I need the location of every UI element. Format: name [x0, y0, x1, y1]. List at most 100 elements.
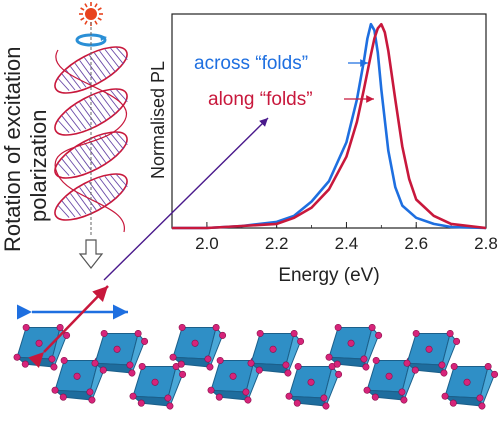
atom [219, 331, 227, 339]
atom [134, 329, 142, 337]
atom [463, 378, 471, 386]
octahedron [169, 323, 227, 371]
atom [177, 360, 185, 368]
atom [169, 353, 177, 361]
atom [255, 366, 263, 374]
side-label: Rotation of excitation polarization [0, 47, 51, 252]
atom [375, 331, 383, 339]
atom [151, 378, 159, 386]
atom [191, 339, 199, 347]
atom [484, 362, 492, 370]
atom [453, 337, 461, 345]
x-tick-label: 2.8 [474, 234, 498, 253]
atom [166, 402, 174, 410]
atom [285, 392, 293, 400]
atom [129, 392, 137, 400]
atom [137, 399, 145, 407]
atom [88, 396, 96, 404]
atom [204, 355, 212, 363]
atom [412, 329, 420, 337]
atom [450, 362, 458, 370]
atom [440, 369, 448, 377]
series-line-along [172, 22, 487, 230]
atom [73, 372, 81, 380]
atom [244, 396, 252, 404]
atom [362, 363, 370, 371]
atom [476, 394, 484, 402]
atom [438, 361, 446, 369]
octahedron [441, 362, 499, 410]
x-tick-label: 2.4 [335, 234, 359, 253]
atom [403, 359, 411, 367]
side-label-line1: Rotation of excitation [0, 47, 25, 252]
rotation-arrow-icon [75, 33, 107, 47]
helix-loop [54, 173, 128, 221]
x-tick-label: 2.2 [265, 234, 289, 253]
atom [360, 355, 368, 363]
atom [206, 363, 214, 371]
octahedron [403, 329, 461, 377]
atom [128, 369, 136, 377]
atom [138, 362, 146, 370]
atom [478, 402, 486, 410]
atom [126, 361, 134, 369]
atom [86, 388, 94, 396]
atom [215, 393, 223, 401]
atom [334, 323, 342, 331]
atom [164, 394, 172, 402]
octahedron [129, 362, 187, 410]
atom [320, 394, 328, 402]
helix-loop [54, 131, 128, 179]
atom [13, 353, 21, 361]
atom [491, 370, 499, 378]
atom [411, 366, 419, 374]
atom [179, 370, 187, 378]
atom [51, 386, 59, 394]
atom [297, 337, 305, 345]
atom [284, 369, 292, 377]
atom [400, 396, 408, 404]
legend-across: across “folds” [194, 53, 308, 74]
atom [269, 345, 277, 353]
atom [398, 388, 406, 396]
atom [229, 372, 237, 380]
atom [449, 399, 457, 407]
octahedron [285, 362, 343, 410]
atom [216, 356, 224, 364]
atom [247, 359, 255, 367]
atom [322, 402, 330, 410]
chart: 2.0 2.2 2.4 2.6 2.8 [171, 22, 498, 253]
atom [425, 345, 433, 353]
atom [325, 353, 333, 361]
pointer-arrow [103, 117, 269, 281]
atom [307, 378, 315, 386]
atom [212, 323, 220, 331]
atom [113, 345, 121, 353]
helix-loop [54, 88, 128, 136]
atom [242, 388, 250, 396]
atom [294, 362, 302, 370]
plot-frame [171, 13, 487, 229]
polarization-along-arrow [28, 285, 109, 368]
helix-envelope [54, 49, 128, 233]
atom [385, 372, 393, 380]
y-axis-label: Normalised PL [148, 61, 168, 179]
helix-loop [54, 46, 128, 94]
atom [372, 356, 380, 364]
down-arrow-icon [78, 239, 104, 269]
atom [333, 360, 341, 368]
atom [141, 337, 149, 345]
atom [446, 329, 454, 337]
atom [59, 393, 67, 401]
atom [371, 393, 379, 401]
atom [21, 360, 29, 368]
octahedron [247, 329, 305, 377]
atom [293, 399, 301, 407]
atom [178, 323, 186, 331]
atom [441, 392, 449, 400]
atom [363, 386, 371, 394]
side-label-line2: polarization [26, 109, 51, 222]
atom [256, 329, 264, 337]
